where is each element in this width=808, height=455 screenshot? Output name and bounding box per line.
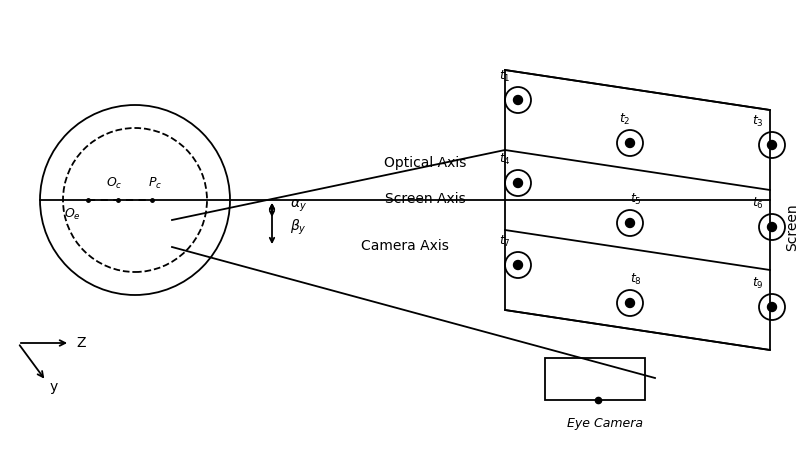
Text: $t_{1}$: $t_{1}$ <box>499 69 511 84</box>
Circle shape <box>768 303 776 312</box>
Text: $t_{3}$: $t_{3}$ <box>752 114 764 129</box>
Text: $P_c$: $P_c$ <box>148 176 162 191</box>
Text: $O_e$: $O_e$ <box>64 207 81 222</box>
Text: y: y <box>50 380 58 394</box>
Circle shape <box>514 96 523 105</box>
Text: $\alpha_y$: $\alpha_y$ <box>290 198 307 214</box>
Circle shape <box>625 138 634 147</box>
Text: $t_{2}$: $t_{2}$ <box>619 112 631 127</box>
Circle shape <box>625 218 634 228</box>
Text: Screen: Screen <box>785 203 799 251</box>
Text: Camera Axis: Camera Axis <box>361 239 449 253</box>
Text: $O_c$: $O_c$ <box>106 176 122 191</box>
Text: Screen Axis: Screen Axis <box>385 192 465 206</box>
Text: $t_{8}$: $t_{8}$ <box>630 272 642 287</box>
Circle shape <box>514 178 523 187</box>
Circle shape <box>625 298 634 308</box>
Circle shape <box>768 141 776 150</box>
Text: $t_{4}$: $t_{4}$ <box>499 152 511 167</box>
Text: $t_{6}$: $t_{6}$ <box>752 196 764 211</box>
Text: Z: Z <box>76 336 86 350</box>
Text: $t_{9}$: $t_{9}$ <box>752 276 764 291</box>
Bar <box>545 358 645 400</box>
Text: $t_{5}$: $t_{5}$ <box>630 192 642 207</box>
Text: Eye Camera: Eye Camera <box>567 417 643 430</box>
Text: $\beta_y$: $\beta_y$ <box>290 217 307 237</box>
Circle shape <box>768 222 776 232</box>
Text: Optical Axis: Optical Axis <box>384 156 466 170</box>
Circle shape <box>514 261 523 269</box>
Text: $t_{7}$: $t_{7}$ <box>499 234 511 249</box>
